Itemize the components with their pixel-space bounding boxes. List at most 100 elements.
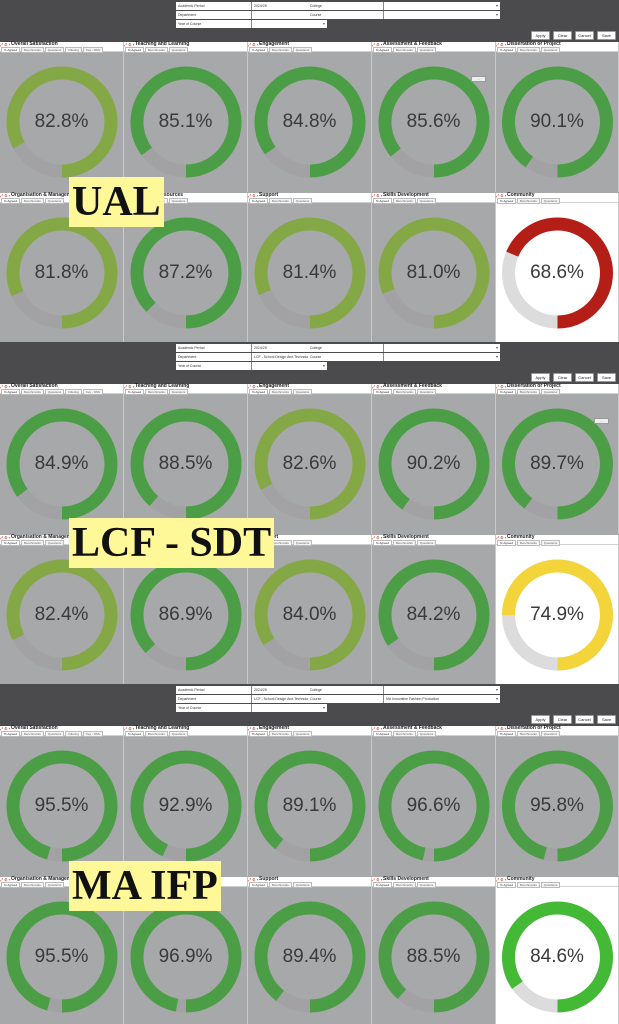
tab-agreed[interactable]: % Agreed: [373, 731, 393, 737]
tab-questions[interactable]: Questions: [168, 47, 189, 53]
tile-menu-icons[interactable]: ⤢ ⚙ ▾: [496, 726, 507, 731]
tab-questions[interactable]: Questions: [44, 389, 65, 395]
tab-agreed[interactable]: % Agreed: [373, 389, 393, 395]
tab-questions[interactable]: Questions: [44, 198, 65, 204]
tab-benchmarks[interactable]: Benchmarks: [21, 47, 44, 53]
tab-key[interactable]: Key - NSS: [82, 389, 103, 395]
tab-agreed[interactable]: % Agreed: [1, 731, 21, 737]
apply-button[interactable]: Apply: [531, 715, 550, 724]
tab-questions[interactable]: Questions: [292, 198, 313, 204]
tile-menu-icons[interactable]: ⤢ ⚙ ▾: [496, 535, 507, 540]
cancel-button[interactable]: Cancel: [575, 715, 594, 724]
save-button[interactable]: Save: [597, 715, 616, 724]
tile-menu-icons[interactable]: ⤢ ⚙ ▾: [372, 726, 383, 731]
tile-menu-icons[interactable]: ⤢ ⚙ ▾: [496, 193, 507, 198]
filter-select-college[interactable]: ▾: [384, 344, 500, 352]
tab-questions[interactable]: Questions: [292, 389, 313, 395]
tab-questions[interactable]: Questions: [44, 540, 65, 546]
tab-benchmarks[interactable]: Benchmarks: [269, 198, 292, 204]
tile-menu-icons[interactable]: ⤢ ⚙ ▾: [0, 535, 11, 540]
tab-questions[interactable]: Questions: [540, 47, 561, 53]
clear-button[interactable]: Clear: [553, 31, 572, 40]
tab-questions[interactable]: Questions: [168, 198, 189, 204]
tile-menu-icons[interactable]: ⤢ ⚙ ▾: [0, 193, 11, 198]
tab-questions[interactable]: Questions: [416, 198, 437, 204]
tab-questions[interactable]: Questions: [540, 731, 561, 737]
tab-agreed[interactable]: % Agreed: [1, 47, 21, 53]
tile-menu-icons[interactable]: ⤢ ⚙ ▾: [124, 726, 135, 731]
tab-agreed[interactable]: % Agreed: [249, 882, 269, 888]
tab-benchmarks[interactable]: Benchmarks: [393, 198, 416, 204]
tab-benchmarks[interactable]: Benchmarks: [21, 389, 44, 395]
filter-select-course[interactable]: ▾: [384, 353, 500, 361]
tab-agreed[interactable]: % Agreed: [373, 47, 393, 53]
filter-select-college[interactable]: ▾: [384, 2, 500, 10]
tile-menu-icons[interactable]: ⤢ ⚙ ▾: [0, 877, 11, 882]
tab-benchmarks[interactable]: Benchmarks: [269, 882, 292, 888]
tab-benchmarks[interactable]: Benchmarks: [269, 731, 292, 737]
tab-questions[interactable]: Questions: [540, 198, 561, 204]
apply-button[interactable]: Apply: [531, 373, 550, 382]
tab-agreed[interactable]: % Agreed: [373, 540, 393, 546]
tab-questions[interactable]: Questions: [416, 540, 437, 546]
tab-questions[interactable]: Questions: [540, 540, 561, 546]
tab-benchmarks[interactable]: Benchmarks: [517, 882, 540, 888]
tab-agreed[interactable]: % Agreed: [497, 389, 517, 395]
tile-menu-icons[interactable]: ⤢ ⚙ ▾: [496, 42, 507, 47]
tab-questions[interactable]: Questions: [44, 731, 65, 737]
tile-menu-icons[interactable]: ⤢ ⚙ ▾: [372, 535, 383, 540]
tile-menu-icons[interactable]: ⤢ ⚙ ▾: [248, 384, 259, 389]
tab-questions[interactable]: Questions: [168, 731, 189, 737]
filter-select-year-of-course[interactable]: ▾: [252, 362, 327, 370]
tab-questions[interactable]: Questions: [168, 389, 189, 395]
tab-key[interactable]: Key - NSS: [82, 47, 103, 53]
tab-benchmarks[interactable]: Benchmarks: [517, 731, 540, 737]
tab-questions[interactable]: Questions: [44, 47, 65, 53]
tile-menu-icons[interactable]: ⤢ ⚙ ▾: [248, 877, 259, 882]
tab-questions[interactable]: Questions: [44, 882, 65, 888]
tab-benchmarks[interactable]: Benchmarks: [393, 389, 416, 395]
tab-benchmarks[interactable]: Benchmarks: [21, 540, 44, 546]
tab-benchmarks[interactable]: Benchmarks: [393, 47, 416, 53]
apply-button[interactable]: Apply: [531, 31, 550, 40]
tab-questions[interactable]: Questions: [416, 882, 437, 888]
tab-questions[interactable]: Questions: [416, 47, 437, 53]
tab-agreed[interactable]: % Agreed: [497, 540, 517, 546]
tab-questions[interactable]: Questions: [292, 882, 313, 888]
tab-agreed[interactable]: % Agreed: [249, 47, 269, 53]
tile-menu-icons[interactable]: ⤢ ⚙ ▾: [372, 42, 383, 47]
tab-filtering[interactable]: Filtering: [65, 389, 82, 395]
filter-select-year-of-course[interactable]: ▾: [252, 704, 327, 712]
tab-agreed[interactable]: % Agreed: [125, 389, 145, 395]
tab-agreed[interactable]: % Agreed: [249, 731, 269, 737]
tab-agreed[interactable]: % Agreed: [1, 389, 21, 395]
tile-menu-icons[interactable]: ⤢ ⚙ ▾: [124, 42, 135, 47]
cancel-button[interactable]: Cancel: [575, 373, 594, 382]
tile-menu-icons[interactable]: ⤢ ⚙ ▾: [248, 42, 259, 47]
tab-agreed[interactable]: % Agreed: [249, 389, 269, 395]
cancel-button[interactable]: Cancel: [575, 31, 594, 40]
tab-benchmarks[interactable]: Benchmarks: [393, 731, 416, 737]
tab-benchmarks[interactable]: Benchmarks: [517, 47, 540, 53]
filter-select-year-of-course[interactable]: ▾: [252, 20, 327, 28]
tile-menu-icons[interactable]: ⤢ ⚙ ▾: [372, 384, 383, 389]
tab-benchmarks[interactable]: Benchmarks: [517, 389, 540, 395]
tab-agreed[interactable]: % Agreed: [1, 540, 21, 546]
tab-benchmarks[interactable]: Benchmarks: [393, 882, 416, 888]
tab-filtering[interactable]: Filtering: [65, 47, 82, 53]
tab-benchmarks[interactable]: Benchmarks: [517, 198, 540, 204]
tab-agreed[interactable]: % Agreed: [497, 198, 517, 204]
tab-questions[interactable]: Questions: [292, 540, 313, 546]
tab-benchmarks[interactable]: Benchmarks: [21, 731, 44, 737]
tile-menu-icons[interactable]: ⤢ ⚙ ▾: [372, 877, 383, 882]
tile-menu-icons[interactable]: ⤢ ⚙ ▾: [248, 193, 259, 198]
tab-questions[interactable]: Questions: [292, 47, 313, 53]
tab-agreed[interactable]: % Agreed: [373, 882, 393, 888]
tab-benchmarks[interactable]: Benchmarks: [145, 731, 168, 737]
tab-benchmarks[interactable]: Benchmarks: [393, 540, 416, 546]
tab-questions[interactable]: Questions: [292, 731, 313, 737]
tab-agreed[interactable]: % Agreed: [497, 47, 517, 53]
tab-benchmarks[interactable]: Benchmarks: [517, 540, 540, 546]
tile-menu-icons[interactable]: ⤢ ⚙ ▾: [0, 42, 11, 47]
save-button[interactable]: Save: [597, 31, 616, 40]
